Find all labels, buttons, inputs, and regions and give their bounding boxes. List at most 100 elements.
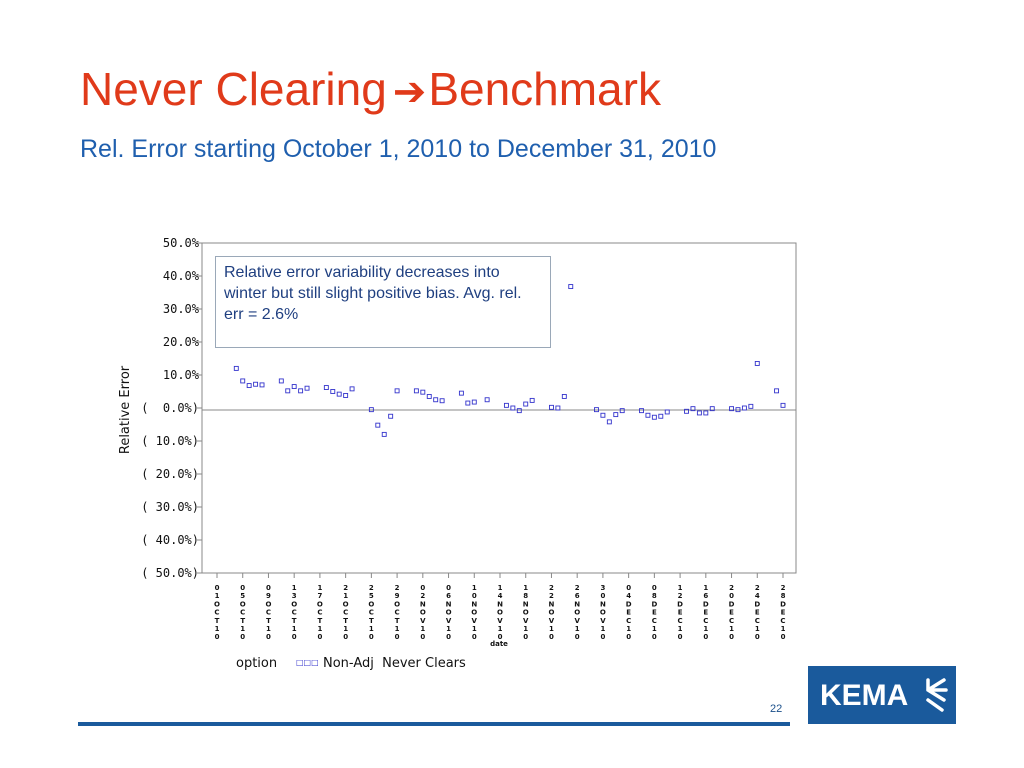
slide-title: Never Clearing ➔Benchmark: [80, 62, 661, 116]
data-point: [298, 388, 304, 394]
data-point: [330, 389, 336, 394]
data-point: [413, 388, 419, 394]
title-part1: Never Clearing: [80, 63, 387, 115]
data-point: [291, 384, 297, 389]
y-tick-label: ( 40.0%): [141, 533, 199, 547]
data-point: [709, 406, 715, 412]
data-point: [754, 361, 760, 366]
data-point: [465, 400, 471, 406]
data-point: [568, 284, 574, 290]
data-point: [426, 394, 432, 399]
y-axis: 50.0% 40.0% 30.0% 20.0% 10.0% ( 0.0%) ( 10.0%)…: [141, 236, 202, 580]
y-tick-label: 20.0%: [163, 335, 200, 349]
data-point: [484, 397, 490, 403]
data-point: [278, 378, 284, 384]
y-tick-label: ( 20.0%): [141, 467, 199, 481]
data-point: [394, 388, 400, 394]
y-tick-label: 50.0%: [163, 236, 200, 250]
data-point: [304, 385, 310, 391]
data-point: [259, 382, 265, 388]
y-tick-label: ( 50.0%): [141, 566, 199, 580]
data-point: [684, 408, 689, 414]
legend-marker: □□□: [296, 658, 319, 667]
data-point: [433, 397, 439, 403]
slide-subtitle: Rel. Error starting October 1, 2010 to D…: [80, 135, 717, 163]
data-point: [246, 383, 252, 389]
data-point: [233, 365, 239, 371]
data-point: [240, 378, 246, 384]
legend-series-label: Non-Adj Never Clears: [323, 656, 466, 671]
y-axis-label: Relative Error: [118, 365, 133, 454]
data-point: [645, 412, 651, 418]
data-point: [619, 408, 625, 414]
y-tick-label: 30.0%: [163, 302, 200, 316]
kema-mark-icon: [926, 678, 948, 712]
data-point: [471, 399, 477, 405]
legend: option □□□ Non-Adj Never Clears: [236, 656, 466, 671]
data-point: [510, 405, 516, 411]
right-arrow-icon: ➔: [392, 70, 427, 114]
legend-title: option: [236, 656, 277, 671]
data-point: [503, 402, 509, 408]
data-points: [233, 284, 786, 437]
data-point: [523, 401, 529, 407]
y-tick-label: 10.0%: [163, 368, 200, 382]
data-point: [285, 388, 291, 394]
data-point: [613, 412, 619, 418]
data-point: [388, 413, 394, 419]
data-point: [735, 407, 741, 413]
data-point: [748, 403, 754, 409]
data-point: [439, 398, 445, 404]
data-point: [529, 397, 535, 403]
data-point: [516, 408, 522, 414]
data-point: [323, 385, 329, 390]
data-point: [420, 389, 426, 395]
data-point: [375, 422, 381, 428]
data-point: [600, 412, 606, 418]
data-point: [729, 406, 734, 412]
data-point: [549, 404, 554, 410]
data-point: [253, 381, 259, 387]
y-tick-label: ( 10.0%): [141, 434, 199, 448]
data-point: [555, 405, 561, 411]
x-axis-label: date: [490, 640, 508, 648]
data-point: [651, 414, 657, 420]
logo-text: KEMA: [820, 679, 909, 712]
y-tick-label: ( 30.0%): [141, 500, 199, 514]
data-point: [606, 419, 612, 425]
data-point: [658, 413, 664, 419]
y-tick-label: ( 0.0%): [141, 401, 199, 415]
data-point: [664, 409, 670, 415]
data-point: [349, 386, 355, 392]
data-point: [774, 388, 780, 394]
data-point: [780, 402, 786, 408]
page-number: 22: [770, 703, 783, 715]
x-axis: 0 1 O C T 1 0 0 5 O C T 1 0 0 9 O C T 1 0 1 3 O C T 1 0 1 7 O C T 1 0 2 1 O C T…: [214, 573, 786, 641]
data-point: [368, 407, 374, 413]
footer-rule: [78, 722, 790, 726]
data-point: [690, 406, 696, 412]
y-tick-label: 40.0%: [163, 269, 200, 283]
data-point: [696, 410, 702, 416]
